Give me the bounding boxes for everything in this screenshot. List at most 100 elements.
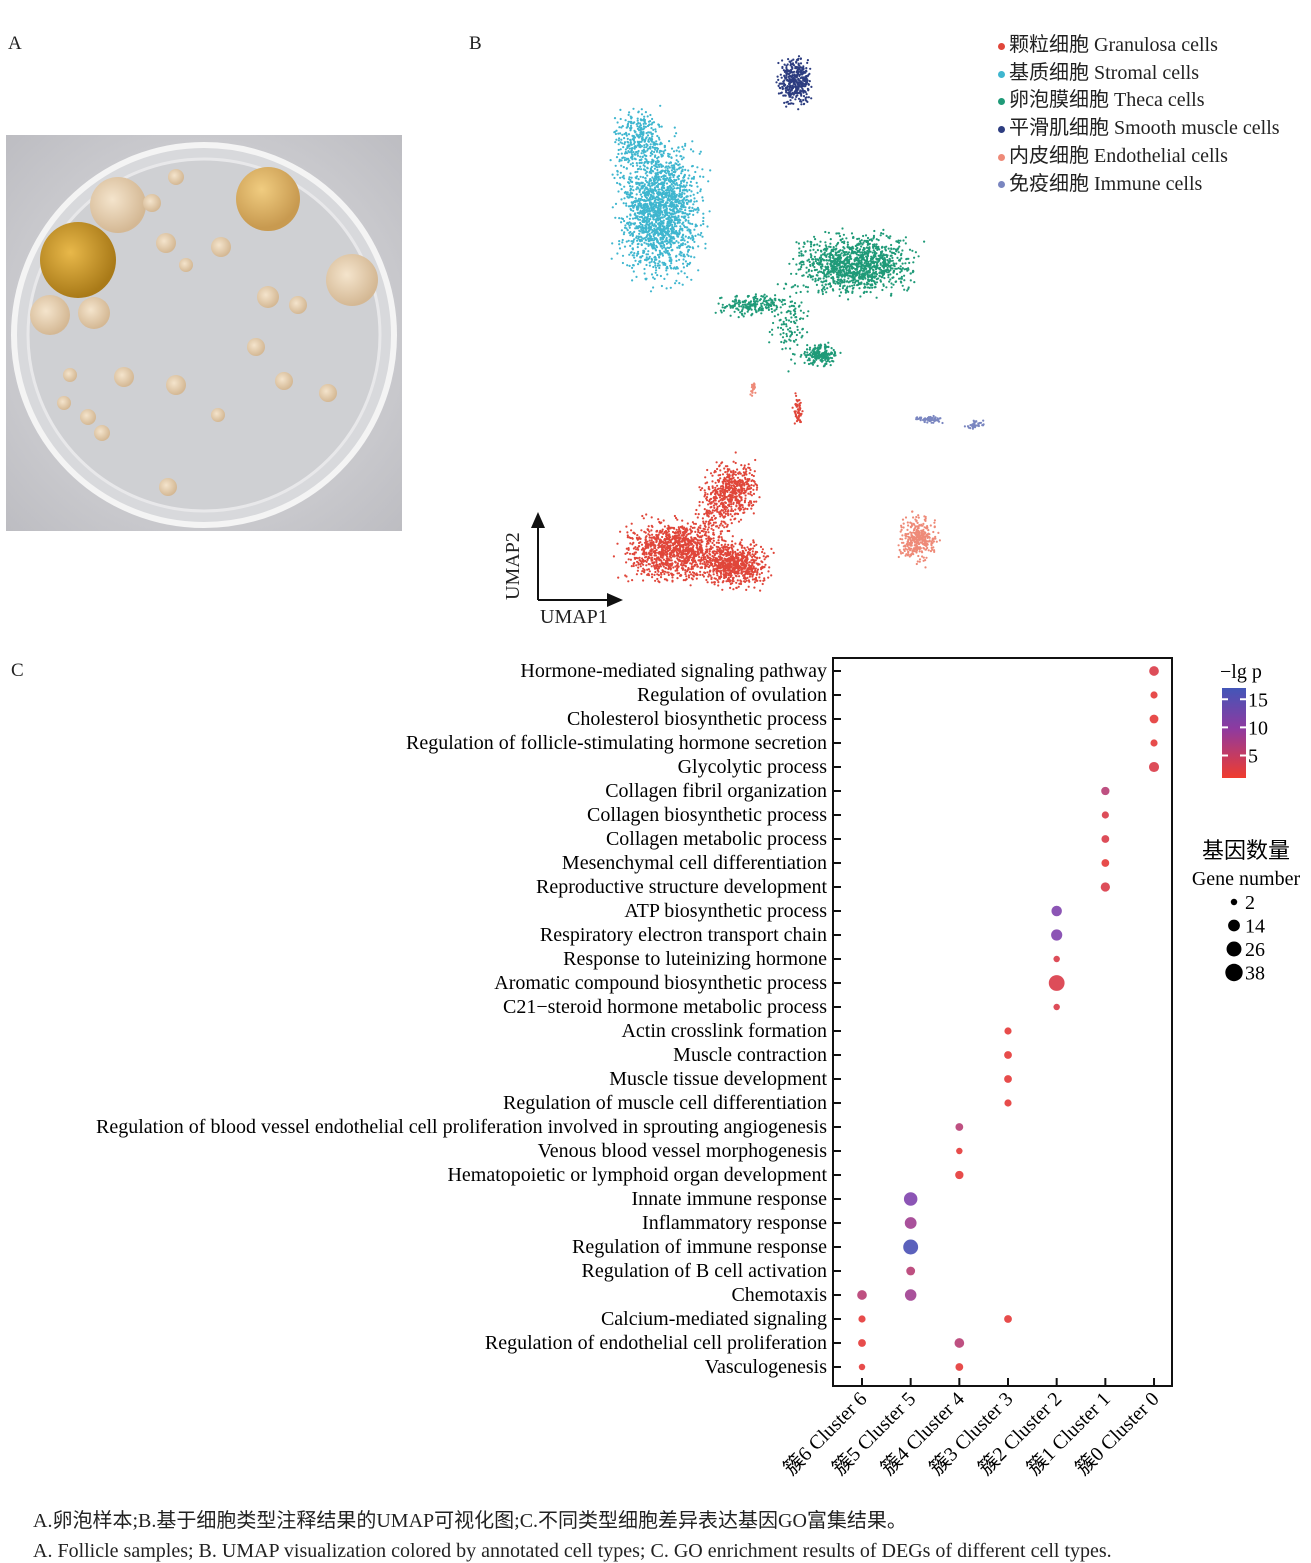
umap-cell-point	[620, 164, 623, 167]
umap-cell-point	[625, 240, 628, 243]
umap-cell-point	[684, 564, 687, 567]
umap-cell-point	[657, 136, 660, 139]
umap-cell-point	[837, 276, 840, 279]
umap-cell-point	[684, 168, 687, 171]
umap-cell-point	[653, 180, 656, 183]
umap-cell-point	[628, 264, 631, 267]
umap-cell-point	[627, 133, 631, 136]
umap-cell-point	[789, 334, 792, 337]
umap-cell-point	[627, 193, 630, 196]
umap-cell-point	[656, 159, 659, 162]
umap-cell-point	[770, 307, 773, 311]
umap-cell-point	[701, 168, 704, 171]
umap-cell-point	[846, 289, 849, 292]
umap-cell-point	[864, 272, 867, 275]
umap-cell-point	[665, 560, 668, 563]
umap-cell-point	[684, 185, 687, 188]
umap-cell-point	[669, 178, 672, 181]
umap-cell-point	[644, 230, 647, 234]
umap-cell-point	[625, 202, 628, 205]
umap-cell-point	[673, 166, 676, 169]
umap-cell-point	[802, 317, 805, 320]
umap-cell-point	[828, 283, 832, 286]
umap-cell-point	[672, 182, 676, 185]
umap-cell-point	[814, 258, 817, 261]
umap-cell-point	[719, 309, 722, 312]
umap-cell-point	[679, 227, 682, 230]
umap-cell-point	[681, 560, 684, 563]
umap-cell-point	[619, 141, 622, 144]
umap-cell-point	[670, 556, 673, 559]
umap-cell-point	[706, 225, 709, 228]
umap-cell-point	[681, 283, 684, 286]
umap-cell-point	[679, 525, 682, 529]
umap-cell-point	[756, 297, 759, 301]
umap-cell-point	[648, 131, 651, 134]
umap-cell-point	[682, 549, 685, 552]
umap-cell-point	[833, 262, 836, 265]
umap-cell-point	[678, 229, 681, 233]
umap-cell-point	[660, 252, 663, 255]
umap-cell-point	[717, 539, 720, 542]
umap-cell-point	[647, 240, 650, 243]
umap-cell-point	[826, 265, 829, 268]
umap-cell-point	[623, 141, 627, 144]
umap-cell-point	[777, 326, 780, 329]
umap-cell-point	[649, 187, 652, 191]
umap-cell-point	[644, 238, 647, 241]
umap-cell-point	[673, 241, 676, 244]
umap-cell-point	[857, 263, 860, 266]
umap-cell-point	[820, 288, 824, 291]
umap-cell-point	[630, 529, 633, 532]
panel-b-label: B	[469, 33, 482, 54]
umap-cell-point	[644, 111, 647, 114]
umap-cell-point	[675, 567, 679, 571]
umap-cell-point	[773, 297, 776, 300]
umap-cell-point	[741, 303, 744, 306]
umap-cell-point	[871, 277, 874, 280]
umap-cell-point	[838, 288, 841, 291]
umap-cell-point	[646, 210, 649, 213]
umap-cell-point	[657, 551, 660, 554]
umap-cell-point	[740, 310, 743, 313]
umap-cell-point	[815, 283, 818, 286]
umap-cell-point	[850, 252, 853, 255]
umap-cell-point	[635, 123, 638, 126]
umap-cell-point	[846, 241, 849, 244]
umap-cell-point	[806, 259, 809, 262]
umap-cell-point	[615, 156, 619, 159]
umap-cell-point	[644, 192, 647, 195]
umap-cell-point	[839, 284, 842, 288]
umap-cell-point	[631, 158, 634, 161]
umap-cell-point	[871, 268, 875, 271]
umap-cell-point	[866, 281, 869, 284]
umap-cell-point	[789, 295, 792, 298]
umap-cell-point	[721, 306, 724, 309]
umap-cell-point	[651, 135, 654, 138]
umap-cell-point	[775, 304, 778, 307]
umap-cell-point	[679, 536, 682, 539]
umap-cell-point	[886, 259, 889, 262]
umap-cell-point	[860, 266, 863, 269]
umap-cell-point	[640, 152, 643, 155]
umap-cell-point	[904, 262, 907, 265]
umap-cell-point	[666, 167, 669, 170]
umap-cell-point	[638, 215, 642, 219]
umap-cell-point	[691, 206, 694, 209]
umap-cell-point	[616, 173, 619, 176]
umap-cell-point	[663, 244, 666, 247]
umap-cell-point	[676, 554, 679, 557]
umap-cell-point	[688, 206, 691, 209]
umap-cell-point	[849, 275, 852, 278]
umap-cell-point	[643, 210, 646, 213]
umap-cell-point	[839, 274, 842, 277]
umap-cell-point	[798, 254, 801, 257]
umap-cell-point	[884, 248, 887, 251]
umap-cell-point	[670, 553, 673, 556]
umap-cell-point	[629, 234, 632, 237]
umap-cell-point	[813, 266, 816, 269]
umap-cell-point	[868, 266, 871, 269]
umap-cell-point	[875, 263, 878, 267]
umap-cell-point	[645, 186, 648, 189]
umap-cell-point	[832, 246, 835, 249]
